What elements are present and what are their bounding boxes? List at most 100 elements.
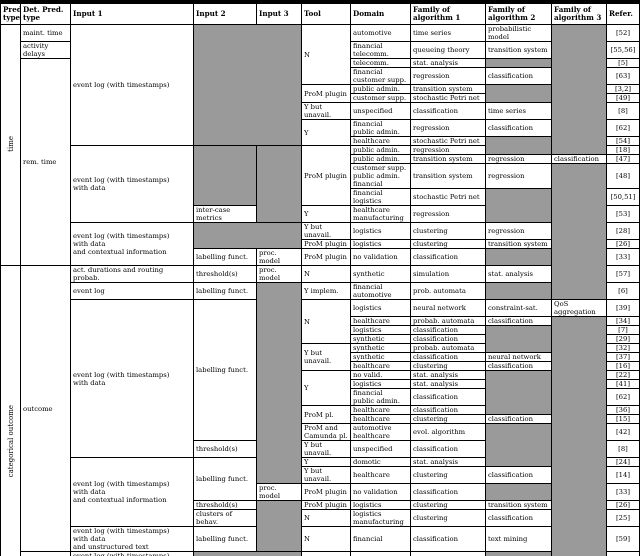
cell-in3: proc. model: [256, 248, 302, 266]
cell-in3: proc. model: [256, 483, 302, 501]
cell-ref: [62]: [606, 119, 640, 137]
table-row: logistics stat. analysis [41]: [1, 379, 640, 389]
cell-a1: simulation: [410, 265, 486, 283]
cell-a1: classification: [410, 526, 486, 552]
cell-domain: synthetic: [350, 334, 411, 344]
cell-ref: [41]: [606, 379, 640, 389]
cell-ref: [57]: [606, 265, 640, 283]
cell-pred: time: [0, 24, 21, 266]
cell-domain: logistics: [350, 299, 411, 317]
cell-domain: no validation: [350, 483, 411, 501]
cell-domain: unspecified: [350, 102, 411, 120]
cell-domain: domotic: [350, 551, 411, 556]
empty-cell-a2: [485, 423, 552, 467]
cell-in2: threshold(s): [193, 500, 257, 510]
cell-domain: automotive: [350, 24, 411, 42]
cell-in2: labelling funct.: [193, 248, 257, 266]
cell-in2: labelling funct.: [193, 282, 257, 300]
col-header-det: Det. Pred. type: [20, 1, 71, 25]
cell-a1: evol. algorithm: [410, 423, 486, 441]
cell-ref: [33]: [606, 248, 640, 266]
cell-a1: neural network: [410, 299, 486, 317]
cell-domain: synthetic: [350, 265, 411, 283]
cell-ref: [32]: [606, 343, 640, 353]
cell-tool: Y implem.: [301, 282, 351, 300]
cell-a1: transition system: [410, 154, 486, 164]
cell-tool: N: [301, 265, 351, 283]
cell-a1: classification: [410, 248, 486, 266]
cell-domain: financial telecomm.: [350, 41, 411, 59]
cell-domain: financial public admin.: [350, 388, 411, 406]
cell-a1: classification: [410, 483, 486, 501]
cell-a2: stat. analysis: [485, 265, 552, 283]
cell-ref: [24]: [606, 551, 640, 556]
cell-a2: probabilistic model: [485, 24, 552, 42]
cell-a1: queueing theory: [410, 41, 486, 59]
cell-in2: clusters of behav.: [193, 509, 257, 527]
cell-ref: [26]: [606, 500, 640, 510]
table-row: event log (with timestamps) with data an…: [1, 222, 640, 266]
table-row: ProM and Camunda pl. automotive healthcar…: [1, 423, 640, 467]
col-header-domain: Domain: [350, 1, 411, 25]
cell-tool: Y but unavail.: [301, 102, 351, 120]
cell-tool: N: [301, 509, 351, 527]
cell-tool: Y: [301, 370, 351, 406]
cell-tool: N: [301, 526, 351, 552]
cell-domain: logistics: [350, 325, 411, 335]
cell-tool: Y but unavail.: [301, 466, 351, 484]
cell-a1: probab. automata: [410, 343, 486, 353]
table-row: financial customer supp. regression classi…: [1, 67, 640, 85]
table-row: categorical outcome outcome act. durations…: [0, 265, 640, 556]
cell-domain: domotic: [350, 457, 411, 467]
cell-a2: classification: [485, 414, 552, 424]
empty-cell-a3: [551, 316, 607, 556]
cell-domain: healthcare: [350, 414, 411, 424]
cell-a1: classification: [410, 405, 486, 415]
cell-a1: stat. analysis: [410, 58, 486, 68]
cell-a1: regression: [410, 67, 486, 85]
cell-ref: [39]: [606, 299, 640, 317]
cell-a1: transition system: [410, 163, 486, 189]
cell-ref: [49]: [606, 93, 640, 103]
empty-cell-in2: [193, 222, 302, 249]
cell-tool: Y: [301, 551, 351, 556]
empty-cell-a2: [485, 188, 552, 223]
cell-tool: Y but unavail.: [301, 343, 351, 371]
cell-in2: labelling funct.: [193, 457, 257, 501]
cell-domain: customer supp. public admin. financial: [350, 163, 411, 189]
cell-a1: clustering: [410, 239, 486, 249]
cell-domain: healthcare: [350, 361, 411, 371]
table-row: labelling funct. proc. model ProM plugin no…: [1, 248, 640, 266]
cell-ref: [16]: [606, 361, 640, 371]
table-row: logistics classification [7]: [1, 325, 640, 353]
cell-ref: [5]: [606, 58, 640, 68]
cell-ref: [28]: [606, 222, 640, 240]
cell-tool: ProM plugin: [301, 483, 351, 501]
cell-in1: event log (with timestamps) with data: [70, 145, 194, 223]
cell-domain: public admin.: [350, 154, 411, 164]
cell-domain: logistics: [350, 500, 411, 510]
table-row: Y but unavail. unspecified classification t…: [1, 102, 640, 120]
table-row: public admin. transition system regression…: [1, 154, 640, 164]
cell-domain: financial customer supp.: [350, 67, 411, 85]
cell-a1: clustering: [410, 500, 486, 510]
cell-a2: transition system: [485, 239, 552, 249]
cell-a1: stochastic Petri net: [410, 136, 486, 146]
cell-tool: Y: [301, 457, 351, 467]
col-header-a1: Family of algorithm 1: [410, 1, 486, 25]
pred-type-label: categorical outcome: [6, 405, 15, 478]
empty-cell-a2: [485, 483, 552, 501]
cell-a1: prob. automata: [410, 282, 486, 300]
cell-det: activity delays: [20, 41, 71, 59]
cell-in1: act. durations and routing probab.: [70, 265, 194, 283]
cell-tool: ProM pl.: [301, 405, 351, 424]
cell-a1: regression: [410, 145, 486, 155]
cell-ref: [59]: [606, 526, 640, 552]
cell-ref: [29]: [606, 334, 640, 344]
cell-ref: [37]: [606, 352, 640, 362]
